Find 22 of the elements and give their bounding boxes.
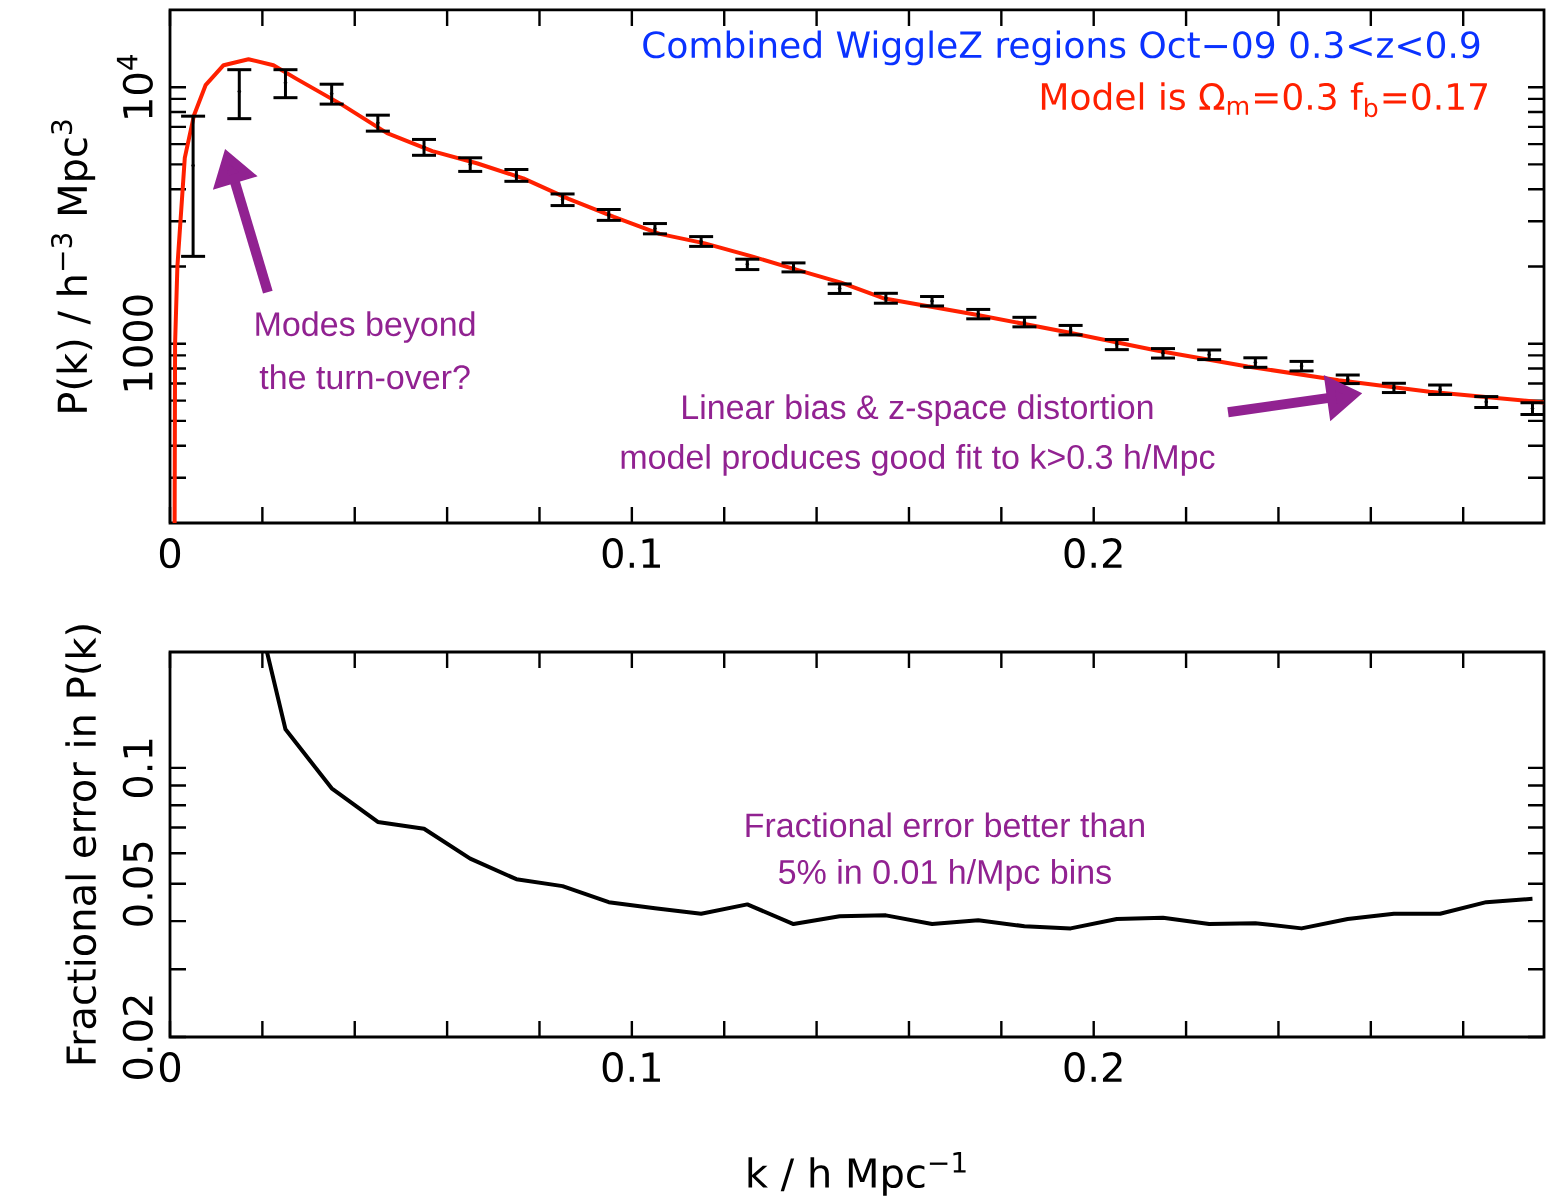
y-tick-label: 10$^{4}$ xyxy=(116,54,153,118)
y-tick-label: 1000 xyxy=(122,295,153,391)
annotation: 5% in 0.01 h/Mpc bins xyxy=(779,859,1111,891)
annotation: Combined WiggleZ regions Oct−09 0.3<z<0.9 xyxy=(643,30,1480,66)
annotation: Fractional error better than xyxy=(746,812,1144,838)
x-tick-label: 0 xyxy=(159,1052,181,1083)
x-tick-label: 0.1 xyxy=(602,1052,660,1083)
y-tick-label: 0.1 xyxy=(122,739,153,798)
annotation: Modes beyond xyxy=(256,311,475,343)
y-tick-label: 0.02 xyxy=(122,996,153,1079)
y-axis-title: Fractional error in P(k) xyxy=(65,625,101,1064)
x-tick-label: 0.2 xyxy=(1064,538,1122,569)
y-axis-title: P(k) / h$^{−3}$ Mpc$^{3}$ xyxy=(51,120,96,412)
annotation: Linear bias & z-space distortion xyxy=(683,394,1153,426)
x-tick-label: 0.2 xyxy=(1064,1052,1122,1083)
x-axis-title: k / h Mpc$^{−1}$ xyxy=(748,1152,966,1196)
annotation: model produces good fit to k>0.3 h/Mpc xyxy=(621,444,1215,476)
annotation: Model is Ω$_{m}$=0.3 f$_{b}$=0.17 xyxy=(1041,82,1487,118)
x-tick-label: 0.1 xyxy=(602,538,660,569)
annotation: the turn-over? xyxy=(259,364,470,390)
y-tick-label: 0.05 xyxy=(122,842,153,926)
x-tick-label: 0 xyxy=(159,538,181,569)
